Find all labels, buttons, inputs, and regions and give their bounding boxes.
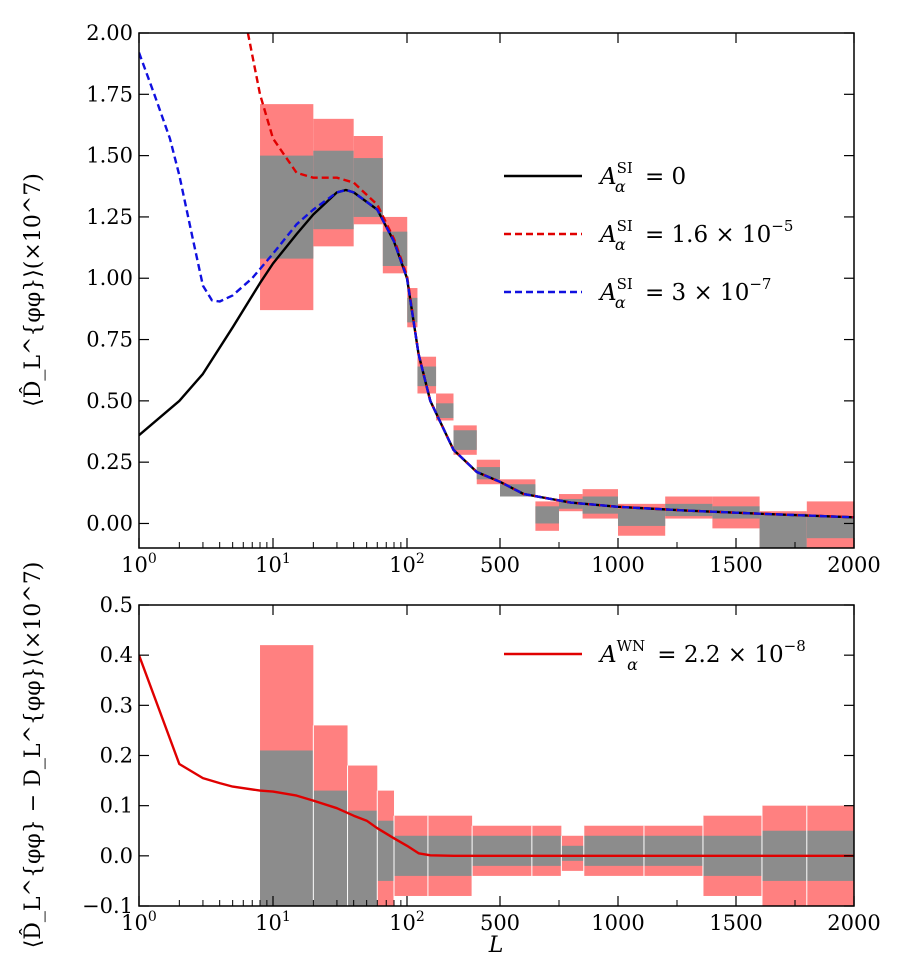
ytick-label-5: 1.25 xyxy=(86,205,133,229)
top-panel: 0.00 0.25 0.50 0.75 1.00 1.25 1.50 1.75 2.00 100 1… xyxy=(20,21,881,577)
gray-band-16 xyxy=(759,513,807,548)
xtick-label-0: 100 xyxy=(121,551,157,577)
gray-band-13 xyxy=(618,508,666,526)
series-line-2 xyxy=(139,52,854,519)
xtick-label-6: 2000 xyxy=(827,553,880,577)
ytick-label-2: 0.50 xyxy=(86,389,133,413)
plot-area xyxy=(139,645,854,906)
xtick-label-4: 1000 xyxy=(591,911,644,935)
xtick-label-5: 1500 xyxy=(709,553,762,577)
gray-band-0 xyxy=(260,155,314,259)
xlabel: L xyxy=(488,933,504,958)
gray-band-17 xyxy=(806,516,854,539)
ytick-label-3: 0.75 xyxy=(86,328,133,352)
ytick-label-5: 0.4 xyxy=(100,643,133,667)
gray-band-3 xyxy=(382,231,408,266)
ytick-label-6: 1.50 xyxy=(86,144,133,168)
ylabel: ⟨D̂_L^{φφ} − D_L^{φφ}⟩(×10^7) xyxy=(20,562,46,949)
plot-frame xyxy=(138,32,855,549)
legend: ASI α = 0 ASI α = 1.6 × 10−5 ASI α = 3 × 10−7 xyxy=(504,159,793,312)
xtick-label-0: 100 xyxy=(121,909,157,935)
series-line-0 xyxy=(139,654,854,857)
gray-band-6 xyxy=(436,403,454,419)
gray-band-7 xyxy=(453,430,477,450)
xtick-label-4: 1000 xyxy=(591,553,644,577)
gray-band-0 xyxy=(260,750,314,906)
gray-band-10 xyxy=(535,506,559,524)
xtick-label-2: 102 xyxy=(389,551,425,577)
ytick-label-4: 1.00 xyxy=(86,266,133,290)
xtick-label-3: 500 xyxy=(480,553,520,577)
plot-area xyxy=(139,33,854,548)
gray-band-8 xyxy=(561,845,584,861)
gray-band-2 xyxy=(347,810,378,906)
ytick-label-0: 0.00 xyxy=(86,511,133,535)
ytick-label-8: 2.00 xyxy=(86,21,133,45)
gray-band-6 xyxy=(472,835,532,866)
xtick-label-1: 101 xyxy=(255,551,291,577)
ytick-label-0: −0.1 xyxy=(82,894,133,918)
legend-label-0: ASI α = 0 xyxy=(598,159,686,196)
xtick-label-1: 101 xyxy=(255,909,291,935)
ytick-label-1: 0.25 xyxy=(86,450,133,474)
ytick-label-3: 0.2 xyxy=(100,744,133,768)
gray-band-11 xyxy=(559,498,583,509)
gray-band-10 xyxy=(643,835,703,866)
legend: AWN α = 2.2 × 10−8 xyxy=(504,637,806,674)
gray-band-1 xyxy=(313,790,348,906)
ytick-label-7: 1.75 xyxy=(86,82,133,106)
xtick-label-3: 500 xyxy=(480,911,520,935)
legend-label-0: AWN α = 2.2 × 10−8 xyxy=(598,637,806,674)
xtick-label-5: 1500 xyxy=(709,911,762,935)
xtick-label-2: 102 xyxy=(389,909,425,935)
gray-band-9 xyxy=(583,835,644,866)
ytick-label-4: 0.3 xyxy=(100,693,133,717)
ytick-label-1: 0.0 xyxy=(100,844,133,868)
bottom-panel: −0.1 0.0 0.1 0.2 0.3 0.4 0.5 100 101 102 500 1000 15… xyxy=(20,562,881,958)
legend-label-1: ASI α = 1.6 × 10−5 xyxy=(598,217,793,254)
ytick-label-2: 0.1 xyxy=(100,794,133,818)
gray-band-7 xyxy=(531,835,562,866)
ytick-label-6: 0.5 xyxy=(100,593,133,617)
xtick-label-6: 2000 xyxy=(827,911,880,935)
ylabel: ⟨D̂_L^{φφ}⟩(×10^7) xyxy=(20,173,46,407)
legend-label-2: ASI α = 3 × 10−7 xyxy=(598,275,771,312)
gray-band-8 xyxy=(476,467,500,480)
